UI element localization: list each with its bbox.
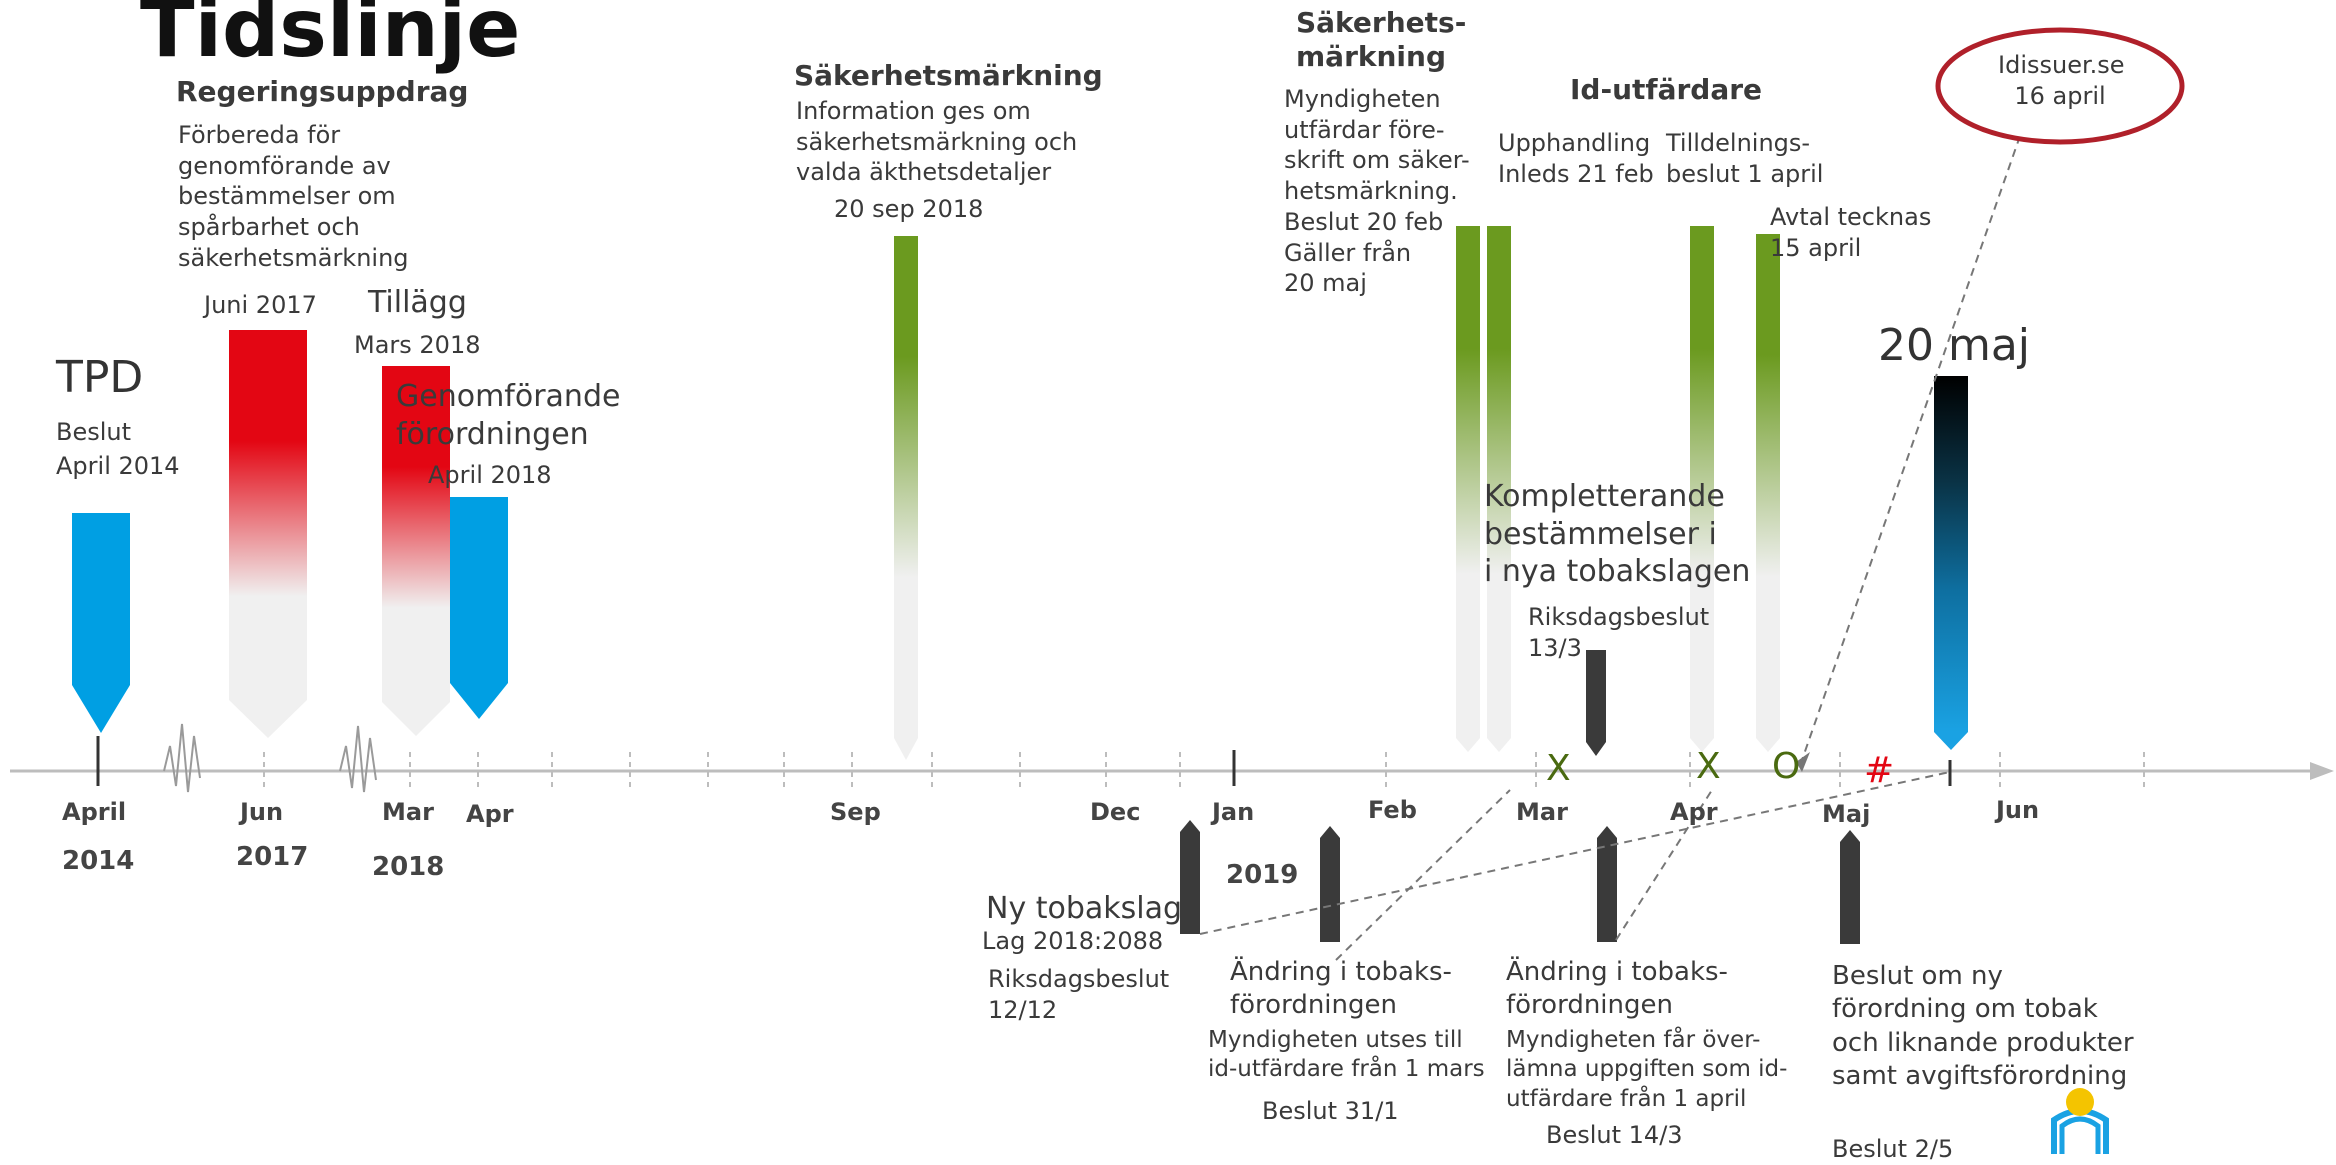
- marker-o: O: [1772, 746, 1801, 787]
- tillagg-bar-arrow: [382, 702, 450, 736]
- axis-label-jun-2017: Jun: [240, 798, 284, 826]
- maj20-bar: [1934, 376, 1968, 732]
- idissuer-oval: [1935, 27, 2185, 145]
- sak1-date: 20 sep 2018: [834, 195, 984, 223]
- regering-title: Regeringsuppdrag: [176, 75, 469, 108]
- andring1-date: Beslut 31/1: [1262, 1097, 1399, 1125]
- tillagg-bar: [382, 366, 450, 702]
- crown-logo: [2051, 1088, 2109, 1154]
- axis-label-jan: Jan: [1212, 798, 1255, 826]
- avtal-bar-arrow: [1756, 738, 1780, 752]
- axis-break-2: [339, 725, 377, 793]
- regering-date: Juni 2017: [204, 291, 317, 319]
- marker-x-mar: X: [1546, 748, 1571, 789]
- kompl-title: Kompletterande bestämmelser i i nya toba…: [1484, 479, 1751, 589]
- axis-arrowhead: [2310, 762, 2334, 780]
- andring1-text: Myndigheten utses till id-utfärdare från…: [1208, 1027, 1485, 1083]
- andring1-title: Ändring i tobaks- förordningen: [1230, 957, 1452, 1021]
- sak2-bar-b-arrow: [1487, 738, 1511, 752]
- tillagg-date: Mars 2018: [354, 331, 481, 359]
- sak1-bar: [894, 236, 918, 738]
- axis-label-apr-2019: Apr: [1670, 798, 1718, 826]
- sak2-title: Säkerhets- märkning: [1296, 6, 1467, 74]
- sak2-bar-b: [1487, 226, 1511, 738]
- tillagg-title: Tillägg: [368, 285, 467, 320]
- tpd-text: Beslut April 2014: [56, 418, 180, 480]
- andring2-bar: [1597, 838, 1617, 942]
- tpd-bar: [72, 513, 130, 685]
- andring2-bar-arrow: [1597, 826, 1617, 838]
- nyforord-date: Beslut 2/5: [1832, 1135, 1954, 1163]
- genomforande-date: April 2018: [428, 461, 552, 489]
- axis-label-mar-2019: Mar: [1516, 798, 1568, 826]
- year-2019: 2019: [1226, 860, 1299, 890]
- tilldelning-bar-arrow: [1690, 738, 1714, 752]
- regering-bar: [229, 330, 307, 700]
- axis-label-april-2014: April: [62, 798, 127, 826]
- andring2-text: Myndigheten får över- lämna uppgiften so…: [1506, 1027, 1788, 1112]
- maj20-title: 20 maj: [1878, 320, 2031, 371]
- year-2017: 2017: [236, 842, 309, 872]
- axis-label-feb: Feb: [1368, 796, 1417, 824]
- id-tilldelning: Tilldelnings- beslut 1 april: [1666, 129, 1824, 188]
- genomforande-title: Genomförande förordningen: [396, 379, 621, 452]
- nytobak-bar-arrow: [1180, 820, 1200, 832]
- id-title: Id-utfärdare: [1570, 73, 1763, 106]
- marker-hash: #: [1864, 750, 1895, 791]
- andring2-date: Beslut 14/3: [1546, 1121, 1683, 1149]
- genomforande-bar: [450, 497, 508, 683]
- id-upphandling: Upphandling Inleds 21 feb: [1498, 129, 1654, 188]
- year-2014: 2014: [62, 846, 135, 876]
- axis-label-sep: Sep: [830, 798, 881, 826]
- nyforord-bar-arrow: [1840, 830, 1860, 842]
- nytobak-text2: Riksdagsbeslut 12/12: [988, 965, 1170, 1024]
- kompl-bar-arrow: [1586, 742, 1606, 756]
- axis-label-jun-2019: Jun: [1996, 796, 2040, 824]
- kompl-text: Riksdagsbeslut 13/3: [1528, 603, 1710, 662]
- year-2018: 2018: [372, 852, 445, 882]
- connector-arrowhead: [1796, 752, 1810, 772]
- connector-lines: [1199, 135, 2021, 961]
- nyforord-bar: [1840, 842, 1860, 944]
- axis-label-apr-2018: Apr: [466, 800, 514, 828]
- page-title: Tidslinje: [140, 0, 521, 75]
- regering-text: Förbereda för genomförande av bestämmels…: [178, 121, 409, 272]
- regering-bar-arrow: [229, 700, 307, 738]
- nytobak-title: Ny tobakslag: [986, 891, 1183, 926]
- marker-x-apr: X: [1696, 746, 1721, 787]
- sak1-title: Säkerhetsmärkning: [794, 59, 1103, 92]
- minor-ticks: [263, 752, 2145, 790]
- tpd-title: TPD: [56, 352, 144, 403]
- nyforord-title: Beslut om ny förordning om tobak och lik…: [1832, 961, 2134, 1091]
- sak1-bar-arrow: [894, 738, 918, 760]
- axis-break-1: [163, 723, 201, 793]
- axis-label-mar-2018: Mar: [382, 798, 434, 826]
- axis-label-maj: Maj: [1822, 800, 1871, 828]
- kompl-bar: [1586, 650, 1606, 742]
- avtal-bar: [1756, 234, 1780, 738]
- maj20-bar-arrow: [1934, 732, 1968, 750]
- axis-label-dec: Dec: [1090, 798, 1141, 826]
- andring1-bar: [1320, 838, 1340, 942]
- nytobak-bar: [1180, 832, 1200, 934]
- andring2-title: Ändring i tobaks- förordningen: [1506, 957, 1728, 1021]
- sak2-bar-a: [1456, 226, 1480, 738]
- genomforande-bar-arrow: [450, 683, 508, 719]
- idissuer-text: Idissuer.se 16 april: [1998, 51, 2125, 110]
- sak2-bar-a-arrow: [1456, 738, 1480, 752]
- tilldelning-bar: [1690, 226, 1714, 738]
- andring1-bar-arrow: [1320, 826, 1340, 838]
- sak2-text: Myndigheten utfärdar före- skrift om säk…: [1284, 85, 1470, 298]
- sak1-text: Information ges om säkerhetsmärkning och…: [796, 97, 1078, 187]
- id-avtal: Avtal tecknas 15 april: [1770, 203, 1932, 262]
- nytobak-text: Lag 2018:2088: [982, 927, 1164, 955]
- tpd-bar-arrow: [72, 685, 130, 733]
